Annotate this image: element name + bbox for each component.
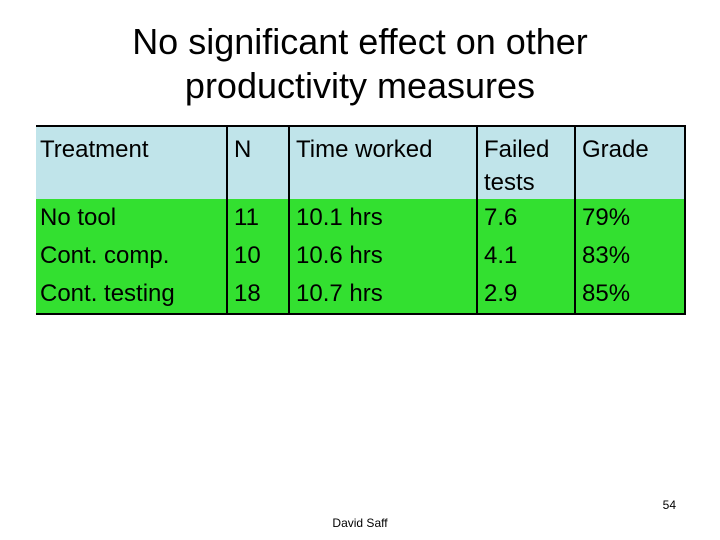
cell-failed-tests: 2.9 xyxy=(476,275,575,315)
slide-title-line-1: No significant effect on other xyxy=(132,21,588,62)
results-table: Treatment N Time worked Failed tests Gra… xyxy=(36,125,686,315)
cell-n: 10 xyxy=(226,237,289,275)
table-row: Cont. comp. 10 10.6 hrs 4.1 83% xyxy=(36,237,686,275)
slide-title-line-2: productivity measures xyxy=(184,65,536,106)
cell-grade: 83% xyxy=(574,237,686,275)
header-n: N xyxy=(226,125,289,199)
cell-failed-tests: 7.6 xyxy=(476,199,575,237)
header-time-worked: Time worked xyxy=(288,125,477,199)
cell-treatment: No tool xyxy=(36,199,227,237)
cell-failed-tests: 4.1 xyxy=(476,237,575,275)
cell-n: 11 xyxy=(226,199,289,237)
cell-time-worked: 10.1 hrs xyxy=(288,199,477,237)
header-treatment: Treatment xyxy=(36,125,227,199)
table-row: Cont. testing 18 10.7 hrs 2.9 85% xyxy=(36,275,686,315)
cell-grade: 79% xyxy=(574,199,686,237)
table-row: No tool 11 10.1 hrs 7.6 79% xyxy=(36,199,686,237)
cell-time-worked: 10.6 hrs xyxy=(288,237,477,275)
cell-time-worked: 10.7 hrs xyxy=(288,275,477,315)
table-header-row: Treatment N Time worked Failed tests Gra… xyxy=(36,125,686,199)
cell-treatment: Cont. testing xyxy=(36,275,227,315)
header-grade: Grade xyxy=(574,125,686,199)
header-failed-tests: Failed tests xyxy=(476,125,575,199)
cell-treatment: Cont. comp. xyxy=(36,237,227,275)
page-number: 54 xyxy=(662,498,676,512)
cell-grade: 85% xyxy=(574,275,686,315)
cell-n: 18 xyxy=(226,275,289,315)
slide-title: No significant effect on other productiv… xyxy=(0,20,720,108)
footer-author: David Saff xyxy=(332,516,388,530)
